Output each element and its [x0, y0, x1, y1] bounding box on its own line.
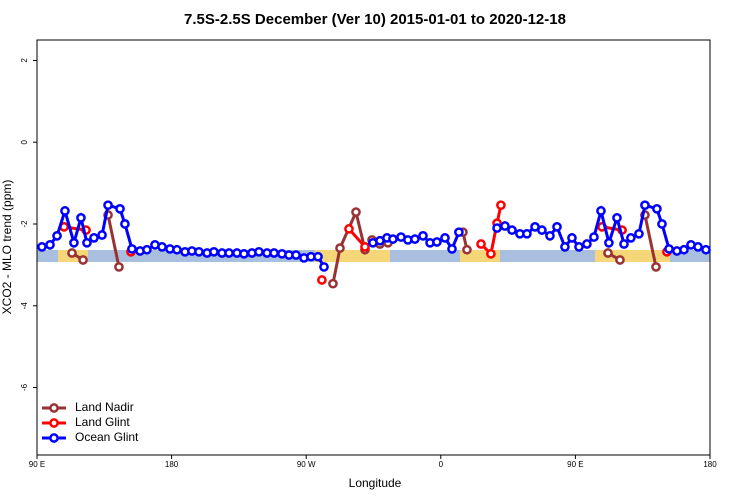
data-point — [360, 242, 370, 252]
data-point — [454, 227, 464, 238]
data-point — [120, 219, 130, 229]
x-tick-label: 0 — [439, 460, 444, 469]
data-point — [388, 234, 398, 244]
data-point — [626, 233, 636, 243]
data-point — [522, 228, 532, 239]
data-point — [545, 230, 555, 241]
data-point — [76, 213, 86, 223]
data-point — [640, 200, 650, 211]
data-point — [115, 204, 125, 214]
data-point — [651, 262, 661, 272]
data-point — [492, 223, 502, 233]
data-point — [157, 242, 167, 252]
data-point — [652, 204, 662, 214]
land-band — [315, 250, 390, 262]
y-tick-label: -4 — [20, 302, 29, 310]
data-point — [82, 237, 92, 248]
data-point — [37, 242, 47, 252]
data-point — [486, 248, 496, 259]
data-point — [89, 233, 99, 243]
land-band — [595, 250, 670, 262]
data-point — [432, 237, 442, 247]
data-point — [552, 222, 562, 232]
x-tick-label: 180 — [165, 460, 179, 469]
data-point — [114, 262, 124, 272]
data-point — [172, 244, 182, 255]
legend-label: Land Nadir — [75, 400, 134, 414]
data-point — [476, 239, 486, 249]
y-axis-label: XCO2 - MLO trend (ppm) — [0, 180, 14, 315]
data-point — [664, 244, 674, 254]
x-tick-label: 90 E — [29, 460, 45, 469]
y-tick-label: 0 — [20, 139, 29, 144]
data-point — [351, 207, 361, 217]
data-point — [335, 243, 345, 253]
data-point — [269, 248, 279, 258]
data-point — [619, 239, 629, 249]
data-point — [319, 262, 329, 272]
data-point — [254, 246, 264, 257]
data-point — [507, 225, 517, 235]
data-point — [142, 244, 152, 255]
data-point — [103, 200, 113, 211]
data-point — [418, 230, 428, 241]
data-point — [615, 255, 625, 265]
data-point — [328, 278, 338, 289]
data-point — [440, 233, 450, 243]
x-axis-label: Longitude — [349, 476, 402, 490]
legend-label: Land Glint — [75, 415, 130, 429]
legend-marker — [49, 403, 59, 413]
data-point — [496, 200, 506, 211]
data-point — [97, 230, 107, 240]
data-point — [679, 244, 689, 255]
data-point — [239, 248, 249, 259]
legend-marker — [49, 433, 59, 443]
data-point — [701, 244, 711, 255]
data-point — [596, 206, 606, 216]
data-point — [344, 224, 354, 234]
data-point — [78, 255, 88, 265]
x-tick-label: 90 E — [567, 460, 583, 469]
chart-title: 7.5S-2.5S December (Ver 10) 2015-01-01 t… — [184, 11, 566, 28]
data-point — [410, 234, 420, 244]
data-point — [313, 251, 323, 262]
data-point — [69, 237, 79, 248]
data-point — [693, 242, 703, 252]
x-tick-label: 180 — [703, 460, 717, 469]
data-point — [447, 244, 457, 254]
data-point — [612, 213, 622, 223]
data-point — [127, 244, 137, 254]
data-point — [291, 250, 301, 260]
data-point — [462, 244, 472, 255]
data-point — [224, 248, 234, 258]
data-point — [604, 237, 614, 248]
data-point — [603, 248, 613, 258]
data-point — [500, 221, 510, 231]
data-point — [194, 246, 204, 257]
data-point — [52, 230, 62, 241]
y-tick-label: -2 — [20, 220, 29, 228]
data-point — [560, 242, 570, 252]
legend-marker — [49, 418, 59, 428]
y-tick-label: -6 — [20, 383, 29, 391]
data-point — [45, 239, 55, 250]
data-point — [209, 246, 219, 257]
data-point — [67, 248, 77, 258]
data-point — [567, 233, 577, 243]
series — [37, 200, 711, 272]
data-point — [589, 232, 599, 242]
data-point — [537, 225, 547, 235]
y-tick-label: 2 — [20, 58, 29, 63]
legend-label: Ocean Glint — [75, 430, 139, 444]
data-point — [317, 275, 327, 285]
data-point — [657, 219, 667, 229]
data-point — [582, 239, 592, 249]
x-tick-label: 90 W — [297, 460, 316, 469]
data-point — [634, 228, 644, 239]
data-point — [60, 206, 70, 216]
data-point — [574, 242, 584, 252]
